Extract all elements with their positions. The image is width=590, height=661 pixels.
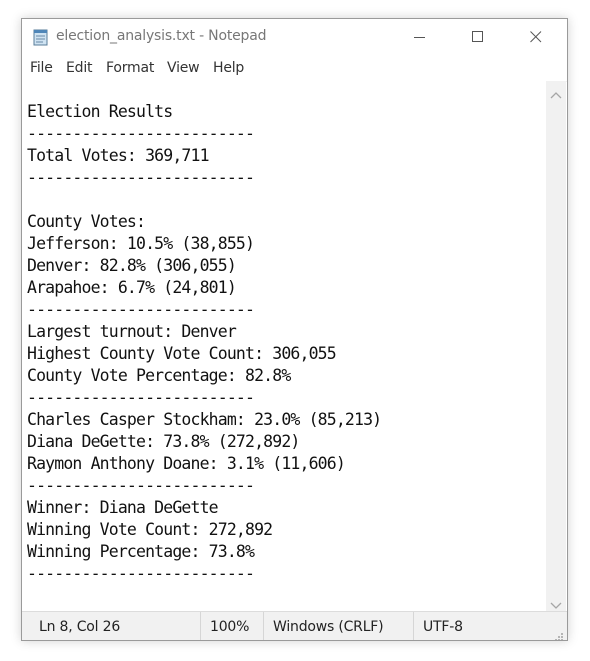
text-line: Total Votes: 369,711 — [27, 146, 210, 165]
notepad-window: election_analysis.txt - Notepad File Edi… — [21, 18, 568, 641]
menu-edit[interactable]: Edit — [66, 60, 93, 76]
scroll-down-arrow-icon[interactable] — [550, 595, 562, 614]
text-line: ------------------------- — [27, 564, 255, 583]
text-line: Arapahoe: 6.7% (24,801) — [27, 278, 237, 297]
text-line: ------------------------- — [27, 168, 255, 187]
menu-view[interactable]: View — [167, 60, 200, 76]
text-line: County Vote Percentage: 82.8% — [27, 366, 291, 385]
scroll-up-arrow-icon[interactable] — [550, 86, 562, 105]
text-line: County Votes: — [27, 212, 146, 231]
text-line: ------------------------- — [27, 388, 255, 407]
resize-grip-icon[interactable] — [554, 627, 564, 640]
line-ending: Windows (CRLF) — [273, 619, 384, 635]
text-line: ------------------------- — [27, 300, 255, 319]
menu-bar: File Edit Format View Help — [22, 55, 567, 82]
minimize-icon — [414, 37, 425, 38]
close-button[interactable] — [507, 19, 565, 55]
text-line: Election Results — [27, 102, 173, 121]
menu-format[interactable]: Format — [106, 60, 155, 76]
text-line: Highest County Vote Count: 306,055 — [27, 344, 337, 363]
text-editor[interactable]: Election Results -----------------------… — [22, 81, 546, 611]
text-line: Winner: Diana DeGette — [27, 498, 219, 517]
status-bar: Ln 8, Col 26 100% Windows (CRLF) UTF-8 — [22, 611, 567, 640]
text-line: Winning Percentage: 73.8% — [27, 542, 255, 561]
zoom-level: 100% — [210, 619, 250, 635]
menu-help[interactable]: Help — [213, 60, 245, 76]
text-line: Largest turnout: Denver — [27, 322, 237, 341]
status-divider — [200, 612, 201, 640]
encoding: UTF-8 — [423, 619, 463, 635]
close-icon — [530, 31, 542, 43]
text-line: ------------------------- — [27, 476, 255, 495]
notepad-icon — [33, 28, 49, 46]
cursor-position: Ln 8, Col 26 — [39, 619, 121, 635]
title-bar[interactable]: election_analysis.txt - Notepad — [22, 19, 567, 55]
text-line: Charles Casper Stockham: 23.0% (85,213) — [27, 410, 382, 429]
status-divider — [263, 612, 264, 640]
status-divider — [413, 612, 414, 640]
maximize-icon — [472, 31, 483, 42]
menu-file[interactable]: File — [30, 60, 53, 76]
text-line: Denver: 82.8% (306,055) — [27, 256, 237, 275]
text-line: Winning Vote Count: 272,892 — [27, 520, 273, 539]
text-line: ------------------------- — [27, 124, 255, 143]
vertical-scrollbar[interactable] — [546, 81, 566, 611]
text-line: Jefferson: 10.5% (38,855) — [27, 234, 255, 253]
maximize-button[interactable] — [449, 19, 507, 55]
text-line: Diana DeGette: 73.8% (272,892) — [27, 432, 300, 451]
minimize-button[interactable] — [391, 19, 449, 55]
window-title: election_analysis.txt - Notepad — [56, 28, 267, 44]
text-line: Raymon Anthony Doane: 3.1% (11,606) — [27, 454, 346, 473]
